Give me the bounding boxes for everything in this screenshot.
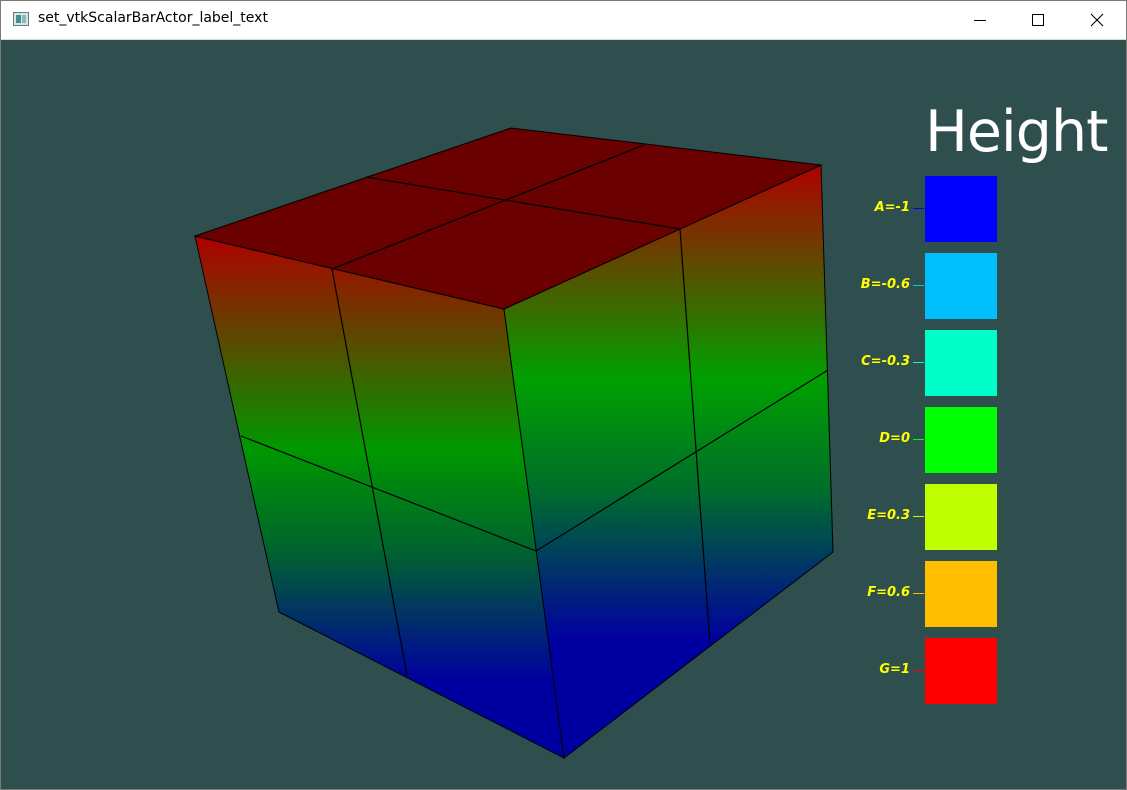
render-viewport[interactable]: Height A=-1 B=-0.6 C=-0.3 D=0 E=0.3 F=0.6 G=1 <box>1 40 1126 789</box>
scalar-bar-label: E=0.3 <box>867 508 910 523</box>
scalar-bar-swatch <box>925 484 997 550</box>
app-icon <box>13 12 29 26</box>
scalar-bar-label: D=0 <box>879 431 910 446</box>
scalar-bar-swatch <box>925 253 997 319</box>
scalar-bar-label: B=-0.6 <box>860 277 910 292</box>
scalar-bar-tick <box>913 208 924 209</box>
maximize-icon <box>1032 14 1044 26</box>
scalar-bar-swatch <box>925 638 997 704</box>
cube-grid-lines <box>240 144 829 676</box>
scalar-bar-swatch <box>925 561 997 627</box>
minimize-button[interactable] <box>951 1 1009 39</box>
scalar-bar-title: Height <box>925 99 1108 165</box>
minimize-icon <box>974 20 986 21</box>
scalar-bar-tick <box>913 362 924 363</box>
close-icon <box>1090 13 1104 27</box>
scalar-bar-swatch <box>925 330 997 396</box>
scalar-bar-tick <box>913 593 924 594</box>
scalar-bar-label: F=0.6 <box>867 585 910 600</box>
cube-top-face <box>193 127 823 310</box>
scalar-bar-tick <box>913 516 924 517</box>
scalar-bar-tick <box>913 670 924 671</box>
scalar-bar-swatch <box>925 176 997 242</box>
scalar-bar-label: G=1 <box>879 662 910 677</box>
scalar-bar-label: C=-0.3 <box>861 354 910 369</box>
title-bar[interactable]: set_vtkScalarBarActor_label_text <box>1 1 1126 40</box>
window-title: set_vtkScalarBarActor_label_text <box>38 10 268 26</box>
maximize-button[interactable] <box>1009 1 1067 39</box>
scalar-bar-swatch <box>925 407 997 473</box>
scalar-bar-tick <box>913 439 924 440</box>
close-button[interactable] <box>1067 1 1125 39</box>
scalar-bar-tick <box>913 285 924 286</box>
scalar-bar-label: A=-1 <box>874 200 910 215</box>
cube-render <box>193 127 834 759</box>
